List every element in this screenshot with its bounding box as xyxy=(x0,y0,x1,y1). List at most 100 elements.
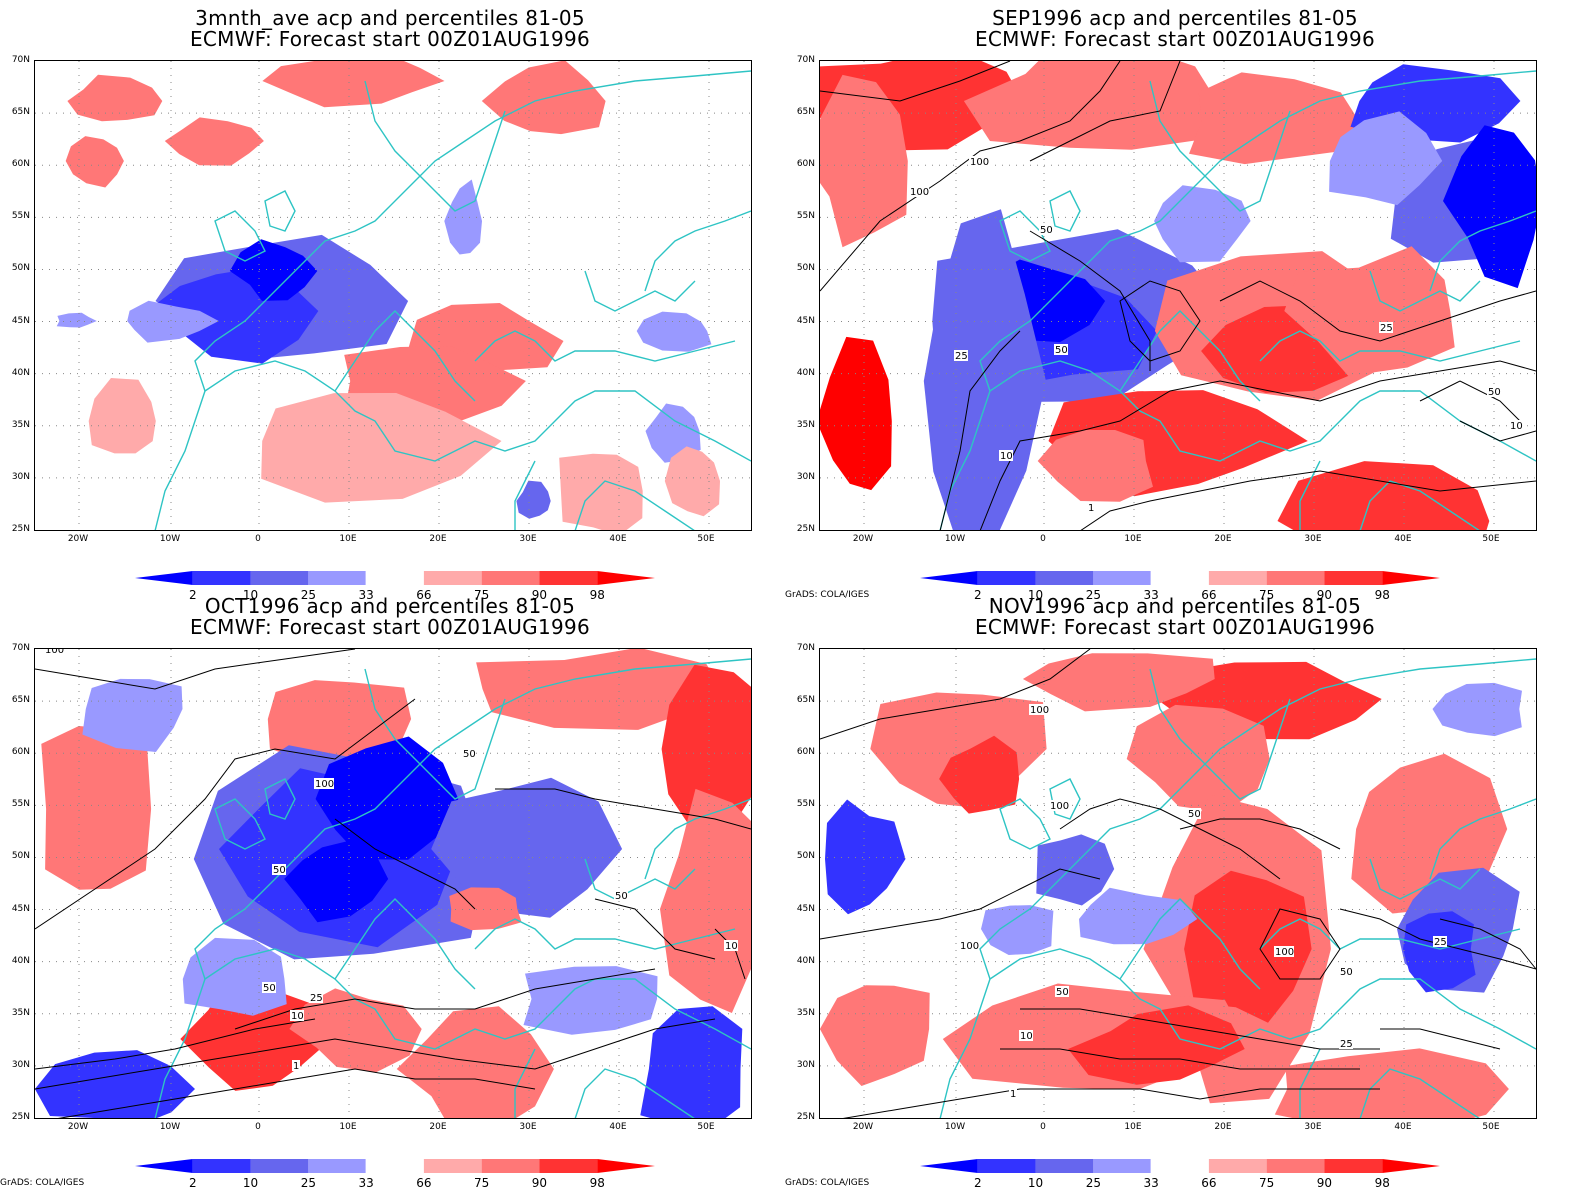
percentile-region xyxy=(981,905,1054,955)
colorbar-segment xyxy=(135,1159,193,1173)
contour-label: 100 xyxy=(1275,947,1294,958)
percentile-region xyxy=(1154,185,1251,263)
lon-label: 0 xyxy=(1040,1122,1046,1132)
contour-label: 100 xyxy=(1050,801,1069,812)
lat-label: 50N xyxy=(11,851,30,862)
title-line-1: OCT1996 acp and percentiles 81-05 xyxy=(204,594,576,618)
lat-label: 45N xyxy=(796,315,815,326)
contour-label-bg xyxy=(999,450,1013,461)
contour-label-bg xyxy=(272,864,286,875)
percentile-region xyxy=(820,74,908,248)
lon-label: 10E xyxy=(1124,534,1142,544)
colorbar-label: 66 xyxy=(416,1176,432,1190)
colorbar-label: 33 xyxy=(1143,588,1159,602)
coastline xyxy=(194,70,751,392)
contour-line xyxy=(1029,230,1151,371)
contour-line xyxy=(842,1088,1380,1118)
contour-label: 50 xyxy=(463,749,476,760)
coastline xyxy=(979,658,1536,980)
colorbar xyxy=(920,570,1440,586)
percentile-region xyxy=(636,311,712,352)
percentile-region xyxy=(431,777,623,918)
contour-label: 50 xyxy=(1340,967,1353,978)
colorbar-segment xyxy=(423,1159,482,1173)
colorbar-segment xyxy=(308,1159,367,1173)
percentile-region xyxy=(1329,111,1443,206)
lat-label: 40N xyxy=(11,955,30,966)
colorbar-segment xyxy=(423,571,482,585)
colorbar-segment xyxy=(597,1159,655,1173)
colorbar xyxy=(920,1158,1440,1174)
contour-label-bg xyxy=(1339,1038,1353,1049)
contour-line xyxy=(35,649,356,690)
percentile-region xyxy=(1037,430,1153,502)
percentile-region xyxy=(661,664,751,834)
lon-label: 30E xyxy=(519,1122,537,1132)
contour-line xyxy=(1000,1048,1360,1070)
contour-line xyxy=(1219,280,1536,342)
lon-label: 10E xyxy=(339,534,357,544)
percentile-region xyxy=(664,446,720,517)
contour-label: 100 xyxy=(1030,705,1049,716)
percentile-region xyxy=(182,937,287,1016)
colorbar-segment xyxy=(250,571,309,585)
coastline xyxy=(939,948,1536,1118)
coastline xyxy=(1259,918,1521,950)
percentile-region xyxy=(164,117,264,166)
lat-label: 30N xyxy=(11,471,30,482)
grads-credit: GrADS: COLA/IGES xyxy=(785,590,870,600)
contour-label: 50 xyxy=(273,865,286,876)
lat-label: 40N xyxy=(11,367,30,378)
contour-label: 1 xyxy=(1088,503,1094,514)
percentile-region xyxy=(289,988,422,1073)
panel-title: SEP1996 acp and percentiles 81-05 ECMWF:… xyxy=(785,8,1565,50)
colorbar-segment xyxy=(920,571,978,585)
lat-label: 65N xyxy=(796,695,815,706)
colorbar-segment xyxy=(1150,1158,1210,1174)
lat-label: 70N xyxy=(796,55,815,65)
lon-label: 50E xyxy=(697,1122,715,1132)
lat-label: 25N xyxy=(796,1111,815,1122)
coastline xyxy=(1429,798,1536,880)
contour-label-bg xyxy=(1009,1088,1017,1099)
percentile-region xyxy=(1403,911,1476,993)
lat-label: 55N xyxy=(796,211,815,222)
percentile-region xyxy=(660,788,751,1013)
lon-label: 10E xyxy=(1124,1122,1142,1132)
contour-label: 100 xyxy=(970,157,989,168)
coastline xyxy=(644,798,751,880)
contour-line xyxy=(35,1018,316,1070)
contour-label: 50 xyxy=(1055,345,1068,356)
title-line-1: 3mnth_ave acp and percentiles 81-05 xyxy=(195,6,585,30)
colorbar-label: 10 xyxy=(1027,588,1044,602)
percentile-region xyxy=(825,799,906,915)
contour-line xyxy=(939,330,1021,530)
coastline xyxy=(364,80,506,212)
contour-label-bg xyxy=(614,890,628,901)
colorbar-segment xyxy=(1035,1159,1094,1173)
percentile-region xyxy=(1036,834,1115,906)
percentile-region xyxy=(444,179,482,255)
contour-label: 10 xyxy=(725,941,738,952)
contour-label-bg xyxy=(969,156,989,167)
coastline xyxy=(1149,80,1291,212)
percentile-region xyxy=(939,735,1020,814)
percentile-region xyxy=(1277,461,1490,530)
percentile-region xyxy=(1068,1005,1245,1085)
contour-label: 10 xyxy=(1020,1031,1033,1042)
percentile-region xyxy=(523,966,658,1035)
contour-label-bg xyxy=(290,1010,304,1021)
percentile-region xyxy=(559,453,643,530)
contour-line xyxy=(1029,61,1181,162)
lat-label: 65N xyxy=(11,107,30,118)
contour-line xyxy=(1419,380,1521,422)
lat-label: 35N xyxy=(796,1007,815,1018)
coastline xyxy=(1369,858,1481,900)
colorbar-segment xyxy=(1266,1159,1325,1173)
colorbar-segment xyxy=(977,571,1036,585)
percentile-region xyxy=(1022,653,1215,712)
contour-line xyxy=(1020,1008,1380,1050)
colorbar-label: 10 xyxy=(242,588,259,602)
contour-label-bg xyxy=(292,1060,300,1071)
contour-line xyxy=(334,818,476,910)
